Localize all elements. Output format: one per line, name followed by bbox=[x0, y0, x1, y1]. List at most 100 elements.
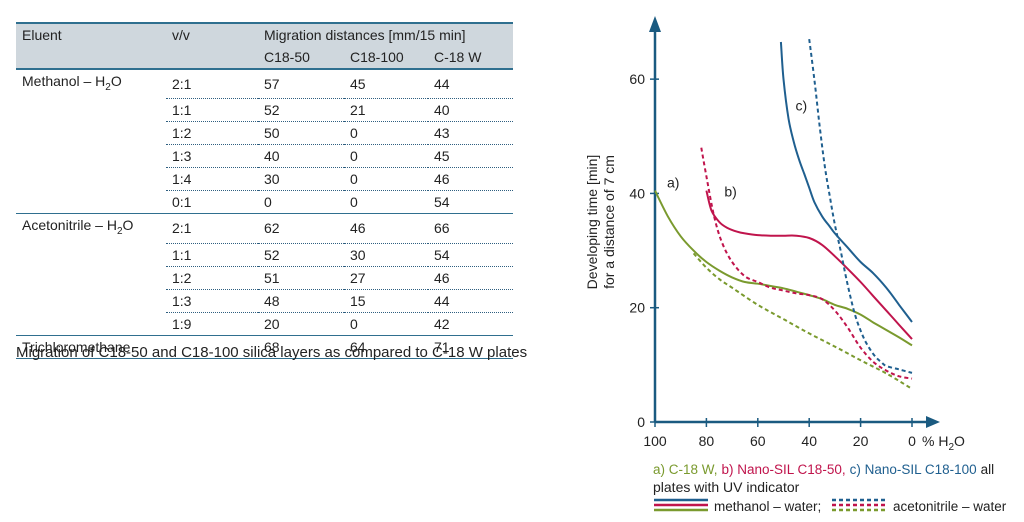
vv-cell: 1:1 bbox=[166, 243, 258, 267]
value-cell: 46 bbox=[428, 167, 513, 192]
x-tick-label: 0 bbox=[908, 433, 916, 449]
series-label: b) bbox=[724, 183, 736, 199]
legend-b: b) Nano-SIL C18-50, bbox=[722, 462, 846, 477]
vv-cell: 1:2 bbox=[166, 121, 258, 146]
vv-cell: 0:1 bbox=[166, 190, 258, 215]
eluent-name-tail: O bbox=[122, 217, 134, 234]
value-cell: 52 bbox=[258, 98, 344, 123]
eluent-name-tail: O bbox=[110, 73, 122, 89]
eluent-cell: Methanol – H2O bbox=[16, 69, 166, 99]
x-axis-label-sub: 2 bbox=[948, 442, 954, 453]
series-line-2 bbox=[705, 190, 913, 340]
value-cell: 40 bbox=[428, 98, 513, 123]
migration-header: Migration distances [mm/15 min] bbox=[258, 22, 513, 46]
eluent-subscript: 2 bbox=[105, 81, 111, 93]
value-cell: 21 bbox=[344, 98, 428, 123]
x-tick-label: 20 bbox=[853, 433, 869, 449]
migration-table-container: Eluent v/v Migration distances [mm/15 mi… bbox=[16, 22, 513, 359]
series-line-3 bbox=[700, 147, 913, 380]
legend-c: c) Nano-SIL C18-100 bbox=[850, 462, 977, 477]
value-cell: 68 bbox=[258, 335, 344, 359]
vv-cell: 2:1 bbox=[166, 69, 258, 100]
table-row: 1:9 20 0 42 bbox=[16, 312, 513, 336]
vv-cell: 1:3 bbox=[166, 289, 258, 313]
value-cell: 54 bbox=[428, 243, 513, 267]
x-tick-label: 60 bbox=[750, 433, 766, 449]
eluent-cell: Acetonitrile – H2O bbox=[16, 214, 166, 243]
y-tick-label: 40 bbox=[629, 185, 645, 201]
eluent-subscript: 2 bbox=[116, 226, 123, 238]
value-cell: 15 bbox=[344, 289, 428, 313]
value-cell: 0 bbox=[344, 167, 428, 192]
value-cell: 27 bbox=[344, 266, 428, 290]
x-axis-arrow bbox=[926, 416, 940, 428]
eluent-cell bbox=[16, 145, 166, 168]
series-label: c) bbox=[795, 98, 807, 114]
legend-line1: a) C-18 W, b) Nano-SIL C18-50, c) Nano-SIL… bbox=[653, 462, 994, 477]
table-header-row: Eluent v/v Migration distances [mm/15 mi… bbox=[16, 22, 513, 46]
x-axis-label-tail: O bbox=[954, 433, 965, 449]
chart-legend: a) C-18 W, b) Nano-SIL C18-50, c) Nano-SIL… bbox=[653, 462, 1007, 514]
vv-cell: 2:1 bbox=[166, 213, 258, 244]
x-tick-label: 40 bbox=[801, 433, 817, 449]
value-cell: 54 bbox=[428, 190, 513, 215]
value-cell: 0 bbox=[344, 121, 428, 146]
table-row: 1:3 48 15 44 bbox=[16, 289, 513, 313]
y-axis-label-line2: for a distance of 7 cm bbox=[601, 155, 617, 289]
eluent-name: Methanol – H bbox=[22, 73, 106, 89]
table-row: 1:1 52 21 40 bbox=[16, 98, 513, 123]
eluent-cell bbox=[16, 168, 166, 191]
table-row: 0:1 0 0 54 bbox=[16, 190, 513, 215]
value-cell: 71 bbox=[428, 335, 513, 359]
eluent-cell bbox=[16, 266, 166, 289]
vv-cell: 1:3 bbox=[166, 144, 258, 169]
value-cell: 52 bbox=[258, 243, 344, 267]
table-row: Methanol – H2O 2:1 57 45 44 bbox=[16, 69, 513, 100]
chart-series: a) b) c) bbox=[654, 38, 913, 390]
value-cell: 66 bbox=[428, 213, 513, 244]
value-cell: 20 bbox=[258, 312, 344, 336]
y-tick-label: 0 bbox=[637, 414, 645, 430]
eluent-header: Eluent bbox=[16, 22, 166, 46]
value-cell: 42 bbox=[428, 312, 513, 336]
series-label: a) bbox=[667, 175, 679, 191]
eluent-cell bbox=[16, 312, 166, 336]
series-line-4 bbox=[779, 41, 913, 323]
table-row: 1:1 52 30 54 bbox=[16, 243, 513, 267]
table-row: 1:4 30 0 46 bbox=[16, 167, 513, 192]
column-header-c18-50: C18-50 bbox=[258, 46, 344, 70]
table-row: 1:2 50 0 43 bbox=[16, 121, 513, 146]
y-tick-label: 60 bbox=[629, 71, 645, 87]
value-cell: 0 bbox=[344, 190, 428, 215]
value-cell: 30 bbox=[344, 243, 428, 267]
migration-table: Eluent v/v Migration distances [mm/15 mi… bbox=[16, 22, 513, 359]
value-cell: 48 bbox=[258, 289, 344, 313]
vv-cell: 1:1 bbox=[166, 98, 258, 123]
value-cell: 0 bbox=[344, 312, 428, 336]
eluent-cell bbox=[16, 190, 166, 215]
column-header-c18-100: C18-100 bbox=[344, 46, 428, 70]
value-cell: 57 bbox=[258, 69, 344, 100]
value-cell: 44 bbox=[428, 289, 513, 313]
value-cell: 46 bbox=[428, 266, 513, 290]
value-cell: 44 bbox=[428, 69, 513, 100]
value-cell: 50 bbox=[258, 121, 344, 146]
legend-line2: plates with UV indicator bbox=[653, 479, 800, 495]
legend-a: a) C-18 W, bbox=[653, 462, 718, 477]
legend-dashed-label: acetonitrile – water bbox=[893, 499, 1007, 514]
value-cell: 0 bbox=[344, 144, 428, 169]
value-cell: 45 bbox=[344, 69, 428, 100]
x-axis-label-main: % H bbox=[922, 433, 948, 449]
vv-cell: 1:9 bbox=[166, 312, 258, 336]
chart-axes: 0 20 40 60 100 80 60 40 20 0 % H2O Developing time … bbox=[584, 16, 965, 453]
series-line-0 bbox=[654, 190, 913, 347]
vv-cell: 1:4 bbox=[166, 167, 258, 192]
y-axis-arrow bbox=[649, 16, 661, 32]
y-axis-label-line1: Developing time [min] bbox=[584, 155, 600, 290]
series-line-1 bbox=[692, 252, 913, 390]
eluent-cell bbox=[16, 122, 166, 145]
table-caption: Migration of C18-50 and C18-100 silica l… bbox=[16, 344, 528, 361]
value-cell: 62 bbox=[258, 213, 344, 244]
eluent-cell bbox=[16, 99, 166, 122]
vv-cell: 1:2 bbox=[166, 266, 258, 290]
